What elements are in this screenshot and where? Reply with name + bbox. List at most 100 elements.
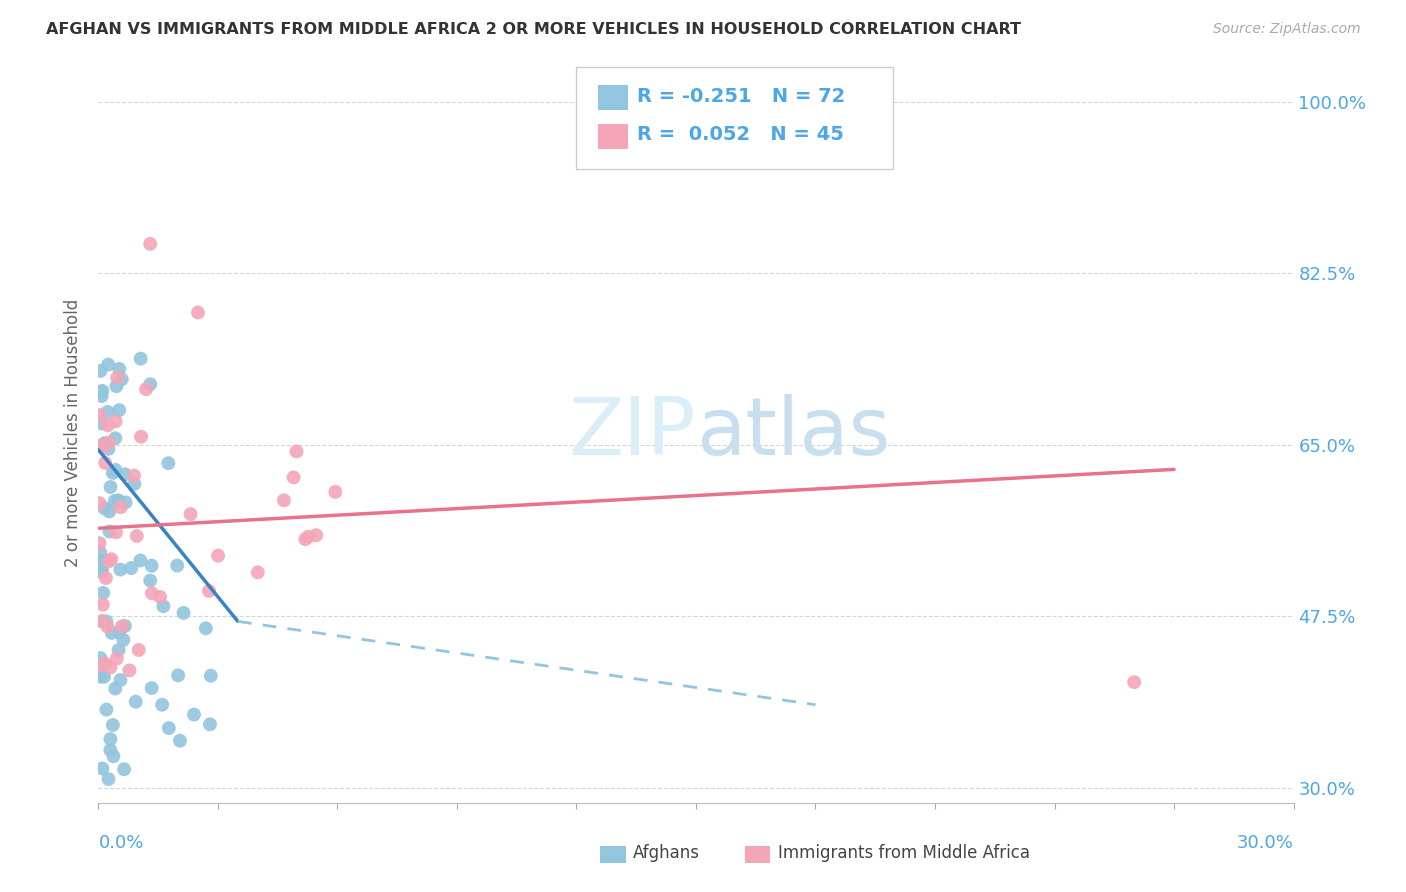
Point — [111, 619, 134, 633]
Point — [110, 500, 132, 515]
Text: atlas: atlas — [696, 393, 890, 472]
Point — [285, 444, 308, 458]
Point — [90, 555, 112, 569]
Point — [120, 561, 142, 575]
Point — [94, 571, 117, 585]
Point — [89, 408, 111, 422]
Point — [173, 606, 195, 620]
Point — [97, 442, 120, 456]
Point — [90, 417, 112, 431]
Point — [89, 546, 111, 560]
Point — [93, 436, 115, 450]
Point — [108, 362, 131, 376]
Point — [135, 382, 157, 396]
Point — [157, 456, 180, 470]
Point — [141, 681, 163, 695]
Point — [93, 501, 115, 516]
Point — [112, 762, 135, 776]
Point — [107, 493, 129, 508]
Point — [90, 565, 112, 579]
Point — [125, 529, 148, 543]
Point — [97, 405, 120, 419]
Point — [110, 673, 132, 687]
Point — [139, 236, 162, 251]
Point — [93, 670, 115, 684]
Point — [139, 574, 162, 588]
Point — [111, 372, 134, 386]
Point — [180, 507, 202, 521]
Point — [89, 553, 111, 567]
Point — [283, 470, 305, 484]
Text: Immigrants from Middle Africa: Immigrants from Middle Africa — [778, 844, 1029, 862]
Point — [150, 698, 173, 712]
Point — [91, 586, 114, 600]
Point — [91, 384, 114, 398]
Point — [200, 669, 222, 683]
Point — [94, 657, 117, 671]
Point — [207, 549, 229, 563]
Point — [98, 524, 121, 539]
Text: AFGHAN VS IMMIGRANTS FROM MIDDLE AFRICA 2 OR MORE VEHICLES IN HOUSEHOLD CORRELAT: AFGHAN VS IMMIGRANTS FROM MIDDLE AFRICA … — [46, 22, 1021, 37]
Point — [105, 379, 128, 393]
Point — [139, 377, 162, 392]
Text: Afghans: Afghans — [633, 844, 700, 862]
Point — [122, 468, 145, 483]
Text: ZIP: ZIP — [568, 393, 696, 472]
Text: R =  0.052   N = 45: R = 0.052 N = 45 — [637, 125, 844, 144]
Point — [89, 670, 111, 684]
Point — [194, 621, 217, 635]
Point — [112, 632, 135, 647]
Point — [91, 658, 114, 673]
Point — [91, 598, 114, 612]
Point — [96, 615, 118, 629]
Point — [141, 586, 163, 600]
Text: Source: ZipAtlas.com: Source: ZipAtlas.com — [1213, 22, 1361, 37]
Point — [91, 615, 114, 629]
Point — [166, 558, 188, 573]
Point — [104, 494, 127, 508]
Point — [90, 389, 112, 403]
Point — [118, 664, 141, 678]
Point — [114, 467, 136, 482]
Point — [114, 495, 136, 509]
Point — [97, 418, 120, 433]
Point — [98, 554, 121, 568]
Point — [1123, 675, 1146, 690]
Point — [246, 566, 269, 580]
Point — [187, 305, 209, 319]
Point — [110, 563, 132, 577]
Point — [89, 439, 111, 453]
Text: R = -0.251   N = 72: R = -0.251 N = 72 — [637, 87, 845, 105]
Point — [105, 370, 128, 384]
Point — [91, 762, 114, 776]
Point — [198, 584, 221, 599]
Point — [305, 528, 328, 542]
Point — [108, 625, 131, 640]
Point — [96, 703, 118, 717]
Point — [98, 743, 121, 757]
Point — [89, 536, 111, 550]
Point — [114, 619, 136, 633]
Point — [141, 558, 163, 573]
Text: 0.0%: 0.0% — [98, 834, 143, 852]
Point — [157, 721, 180, 735]
Point — [94, 456, 117, 470]
Point — [89, 384, 111, 399]
Point — [89, 496, 111, 510]
Point — [97, 358, 120, 372]
Point — [104, 681, 127, 696]
Point — [96, 620, 118, 634]
Point — [101, 718, 124, 732]
Point — [294, 533, 316, 547]
Point — [297, 530, 319, 544]
Point — [273, 493, 295, 508]
Point — [124, 476, 146, 491]
Point — [98, 732, 122, 747]
Point — [98, 504, 121, 518]
Y-axis label: 2 or more Vehicles in Household: 2 or more Vehicles in Household — [65, 299, 83, 566]
Point — [100, 660, 122, 674]
Point — [89, 364, 111, 378]
Point — [152, 599, 174, 614]
Point — [101, 626, 124, 640]
Point — [90, 614, 112, 628]
